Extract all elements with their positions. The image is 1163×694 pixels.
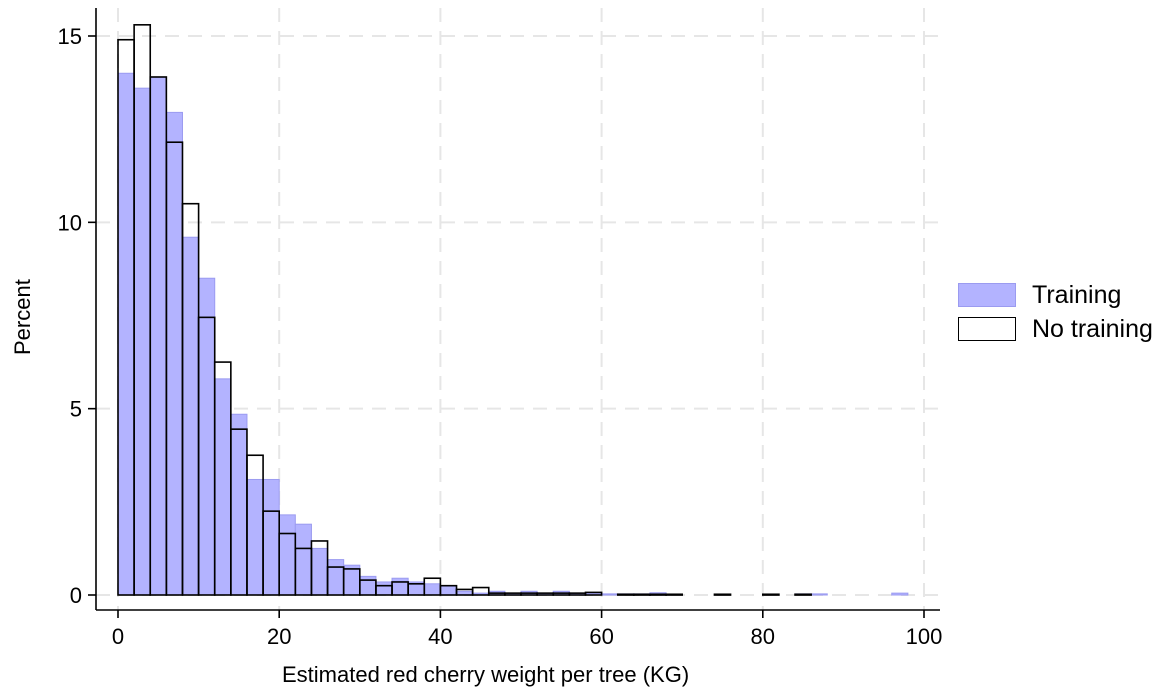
bar-training bbox=[133, 87, 151, 596]
bar-training bbox=[165, 111, 183, 596]
legend-label-training: Training bbox=[1032, 280, 1122, 309]
x-tick-label: 40 bbox=[428, 624, 452, 649]
bar-training bbox=[423, 583, 441, 596]
legend: Training No training bbox=[958, 278, 1153, 346]
x-tick-label: 60 bbox=[589, 624, 613, 649]
bar-training bbox=[149, 76, 167, 596]
bar-no-training bbox=[471, 586, 490, 596]
bar-training bbox=[601, 593, 619, 596]
x-axis-label: Estimated red cherry weight per tree (KG… bbox=[282, 662, 690, 687]
bar-no-training bbox=[713, 593, 732, 596]
bar-no-training bbox=[584, 591, 603, 596]
bar-no-training bbox=[633, 593, 651, 596]
bar-no-training bbox=[649, 593, 667, 596]
legend-item-training: Training bbox=[958, 278, 1153, 312]
y-tick-label: 15 bbox=[58, 24, 82, 49]
bar-training bbox=[262, 478, 280, 596]
bar-no-training bbox=[794, 593, 812, 596]
y-tick-label: 10 bbox=[58, 210, 82, 235]
bar-training bbox=[391, 577, 409, 596]
bar-training bbox=[439, 585, 458, 596]
bar-no-training bbox=[665, 593, 684, 596]
bar-training bbox=[278, 514, 296, 596]
bar-training bbox=[117, 72, 135, 596]
x-tick-label: 0 bbox=[112, 624, 124, 649]
legend-label-no-training: No training bbox=[1032, 314, 1153, 343]
x-tick-label: 20 bbox=[267, 624, 291, 649]
axes-layer: 0 5 10 15 0 20 40 60 80 100 bbox=[58, 8, 943, 649]
bar-training bbox=[294, 523, 312, 596]
training-bars bbox=[117, 72, 909, 596]
bar-training bbox=[375, 581, 393, 596]
legend-swatch-training bbox=[958, 283, 1016, 307]
bar-training bbox=[810, 593, 828, 596]
bar-no-training bbox=[761, 593, 780, 596]
legend-item-no-training: No training bbox=[958, 312, 1153, 346]
legend-swatch-no-training bbox=[958, 317, 1016, 341]
bar-training bbox=[230, 413, 248, 596]
y-axis-label: Percent bbox=[10, 279, 35, 355]
bar-training bbox=[359, 575, 377, 596]
bar-training bbox=[327, 559, 345, 596]
bar-training bbox=[310, 547, 329, 596]
x-tick-label: 100 bbox=[906, 624, 943, 649]
x-tick-label: 80 bbox=[751, 624, 775, 649]
bar-no-training bbox=[616, 593, 635, 596]
y-tick-label: 5 bbox=[70, 397, 82, 422]
bar-training bbox=[214, 378, 232, 596]
bar-training bbox=[198, 277, 216, 596]
bar-training bbox=[891, 592, 909, 596]
no-training-bars bbox=[117, 24, 812, 596]
y-tick-label: 0 bbox=[70, 583, 82, 608]
bar-training bbox=[181, 236, 200, 596]
bar-training bbox=[246, 478, 264, 596]
